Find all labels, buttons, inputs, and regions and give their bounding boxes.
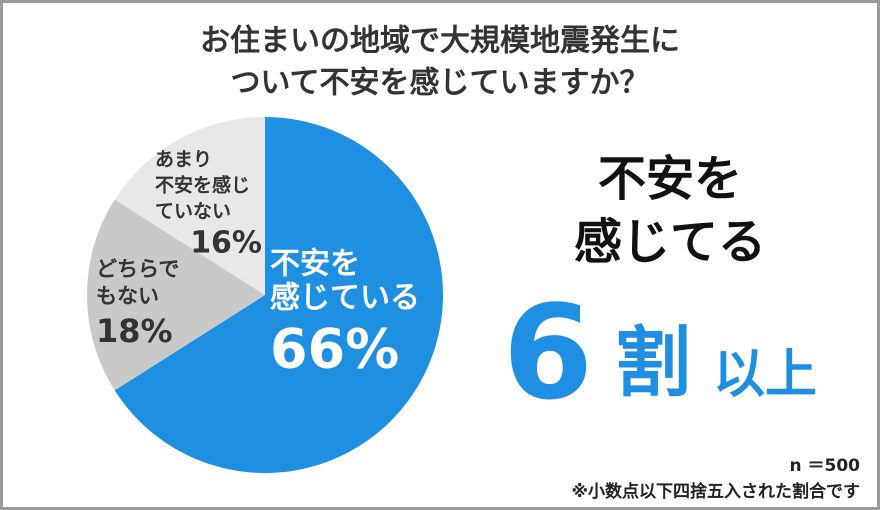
chart-title: お住まいの地域で大規模地震発生に — [200, 24, 680, 59]
slice-label: 不安を — [270, 247, 360, 282]
headline: 感じてる — [574, 214, 766, 270]
headline: 不安を — [598, 151, 742, 207]
slice-label: ていない — [155, 201, 231, 223]
value-label: 18% — [96, 312, 173, 350]
pie-slice — [87, 199, 266, 391]
chart-title: ついて不安を感じていますか？ — [230, 66, 649, 101]
highlight-text: 割 — [615, 318, 691, 407]
pie-slice — [114, 116, 266, 295]
value-label: 16% — [190, 226, 262, 261]
highlight-text: 以上 — [713, 345, 817, 405]
value-label: 66% — [270, 318, 399, 381]
sample-size: n ＝500 — [789, 456, 860, 476]
slice-label: どちらで — [96, 257, 179, 281]
footnote: ※小数点以下四捨五入された割合です — [571, 481, 860, 502]
slice-label: 感じている — [270, 281, 420, 316]
slice-label: 不安を感じ — [155, 174, 250, 197]
highlight-number: 6 — [503, 277, 593, 429]
slice-label: あまり — [155, 149, 212, 171]
pie-slice — [114, 117, 443, 473]
slice-label: もない — [96, 284, 159, 308]
